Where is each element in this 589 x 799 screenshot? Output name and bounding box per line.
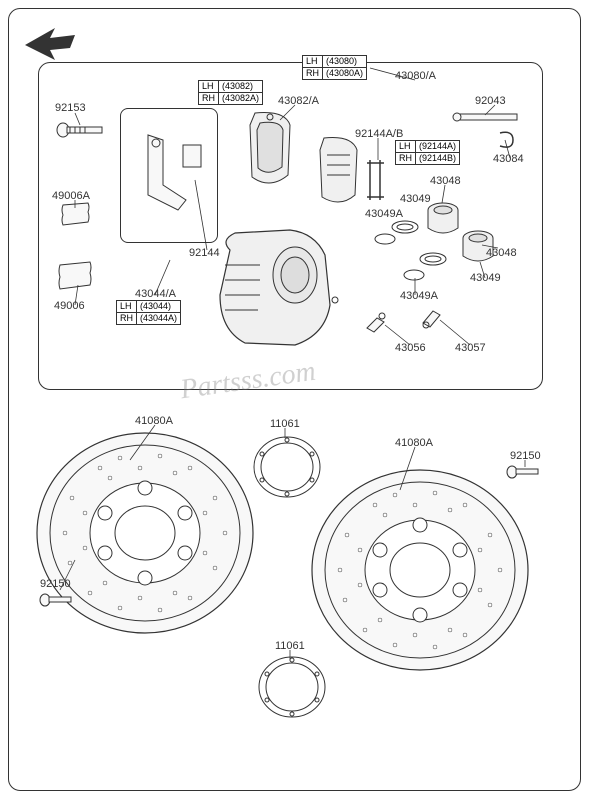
ref-cell: (92144A) <box>416 141 460 153</box>
ref-cell: (43080A) <box>323 67 367 79</box>
ref-cell: RH <box>117 312 137 324</box>
part-gasket-2 <box>255 652 330 722</box>
part-label: 49006 <box>54 300 85 312</box>
part-label: 92043 <box>475 95 506 107</box>
part-bleeder-1 <box>362 310 392 335</box>
part-label: 92144 <box>189 247 220 259</box>
part-label: 43049A <box>400 290 438 302</box>
part-label: 11061 <box>275 640 305 652</box>
ref-cell: RH <box>303 67 323 79</box>
part-label: 92153 <box>55 102 86 114</box>
part-clip-43084 <box>495 128 520 153</box>
ref-cell: LH <box>303 56 323 68</box>
part-label: 41080A <box>395 437 433 449</box>
part-disc-1 <box>30 418 260 648</box>
part-seal-1a <box>373 232 399 246</box>
part-bolt-92150-2 <box>38 590 78 610</box>
part-spring <box>362 155 392 210</box>
part-bleeder-2 <box>418 303 448 331</box>
part-pad-43082 <box>240 105 300 200</box>
part-label: 92144A/B <box>355 128 403 140</box>
part-label: 43049A <box>365 208 403 220</box>
part-label: 43080/A <box>395 70 436 82</box>
part-gasket-1 <box>250 432 325 502</box>
part-piston-1 <box>425 200 465 240</box>
ref-cell: LH <box>396 141 416 153</box>
ref-cell: LH <box>199 81 219 93</box>
ref-cell: (43082A) <box>219 92 263 104</box>
ref-box: LH(43080)RH(43080A) <box>302 55 367 80</box>
ref-box: LH(92144A)RH(92144B) <box>395 140 460 165</box>
part-label: 41080A <box>135 415 173 427</box>
part-label: 43048 <box>430 175 461 187</box>
part-label: 43049 <box>400 193 431 205</box>
ref-box: LH(43044)RH(43044A) <box>116 300 181 325</box>
ref-cell: (43080) <box>323 56 367 68</box>
ref-cell: RH <box>396 152 416 164</box>
part-label: 43044/A <box>135 288 176 300</box>
ref-cell: (43044) <box>137 301 181 313</box>
part-label: 43049 <box>470 272 501 284</box>
part-label: 43082/A <box>278 95 319 107</box>
part-bolt-92150-1 <box>505 462 545 482</box>
ref-cell: (43044A) <box>137 312 181 324</box>
part-seal-2 <box>418 250 450 268</box>
part-label: 92150 <box>510 450 541 462</box>
part-seal-2a <box>402 268 428 282</box>
part-caliper <box>200 225 360 375</box>
ref-cell: (43082) <box>219 81 263 93</box>
part-boot-49006a <box>58 200 98 230</box>
ref-cell: (92144B) <box>416 152 460 164</box>
part-label: 49006A <box>52 190 90 202</box>
part-label: 43057 <box>455 342 486 354</box>
part-pad-back <box>312 130 367 220</box>
part-pin <box>452 108 527 128</box>
ref-box: LH(43082)RH(43082A) <box>198 80 263 105</box>
part-boot-49006 <box>55 260 100 295</box>
part-bracket <box>128 125 208 235</box>
direction-arrow <box>20 20 80 60</box>
part-label: 11061 <box>270 418 300 430</box>
part-label: 43048 <box>486 247 517 259</box>
ref-cell: LH <box>117 301 137 313</box>
part-label: 43084 <box>493 153 524 165</box>
part-bolt-92153 <box>55 118 110 143</box>
ref-cell: RH <box>199 92 219 104</box>
part-disc-2 <box>305 455 535 685</box>
part-label: 92150 <box>40 578 71 590</box>
part-label: 43056 <box>395 342 426 354</box>
